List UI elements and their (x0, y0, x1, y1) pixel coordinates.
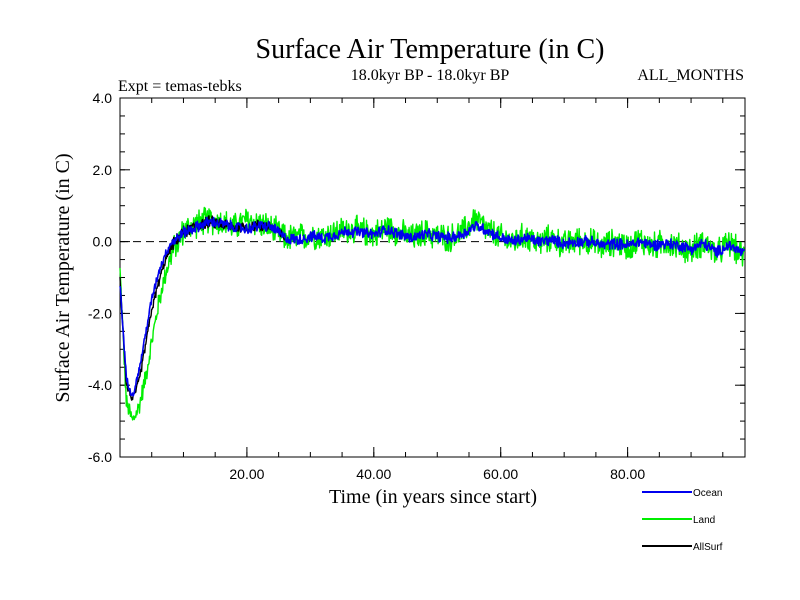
y-tick-label: 0.0 (93, 234, 113, 250)
x-axis-label: Time (in years since start) (329, 486, 537, 508)
y-tick-label: 2.0 (93, 162, 113, 178)
legend: Ocean Land AllSurf (642, 488, 723, 553)
y-tick-label: -6.0 (88, 449, 112, 465)
legend-label-ocean: Ocean (693, 488, 722, 499)
legend-label-land: Land (693, 515, 715, 526)
x-tick-labels: 20.00 40.00 60.00 80.00 (229, 466, 645, 482)
plot-area (119, 97, 746, 458)
x-tick-label: 20.00 (229, 466, 264, 482)
minor-ticks (120, 97, 745, 458)
y-tick-label: 4.0 (93, 90, 113, 106)
x-tick-label: 80.00 (610, 466, 645, 482)
x-tick-label: 40.00 (356, 466, 391, 482)
legend-label-allsurf: AllSurf (693, 542, 723, 553)
major-ticks (120, 97, 745, 458)
plot-frame (119, 97, 746, 458)
period-label: 18.0kyr BP - 18.0kyr BP (351, 67, 510, 84)
experiment-label: Expt = temas-tebks (118, 78, 242, 95)
series-ocean-line (119, 216, 746, 397)
series-allsurf-line (119, 215, 286, 401)
y-tick-labels: -6.0 -4.0 -2.0 0.0 2.0 4.0 (88, 90, 112, 465)
chart-title: Surface Air Temperature (in C) (256, 34, 605, 65)
y-axis-label: Surface Air Temperature (in C) (52, 153, 74, 402)
y-tick-label: -2.0 (88, 305, 112, 321)
series-layer (119, 206, 746, 421)
y-tick-label: -4.0 (88, 377, 112, 393)
x-tick-label: 60.00 (483, 466, 518, 482)
months-label: ALL_MONTHS (637, 67, 744, 84)
